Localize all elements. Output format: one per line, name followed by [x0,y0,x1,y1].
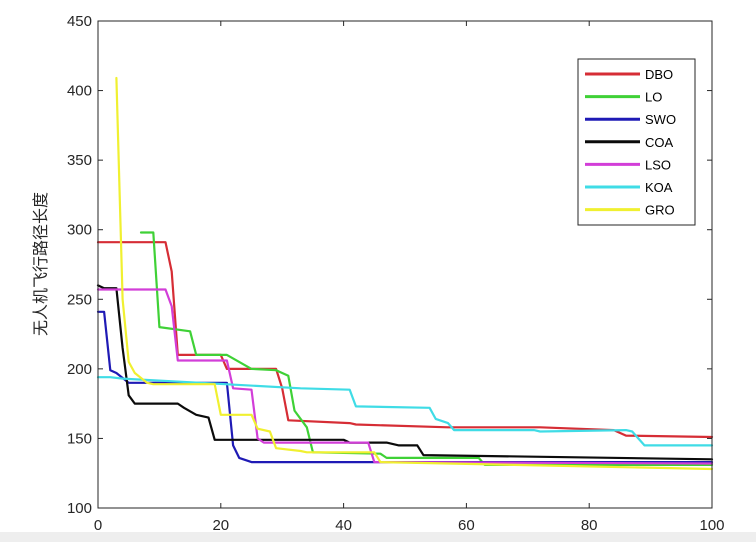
y-tick-label: 250 [67,291,92,308]
legend: DBO LO SWO COA LSO KOA GRO [577,58,696,226]
plot-frame [97,20,713,509]
legend-label-gro: GRO [645,203,675,218]
y-axis: 100 150 200 250 300 350 400 450 [67,13,712,517]
y-tick-label: 400 [67,83,92,100]
legend-label-dbo: DBO [645,67,673,82]
y-tick-label: 300 [67,222,92,239]
y-tick-label: 450 [67,13,92,30]
y-tick-label: 100 [67,500,92,517]
legend-label-lso: LSO [645,157,671,172]
series-line-dbo [96,241,714,439]
x-tick-label: 40 [335,517,352,534]
x-tick-label: 0 [94,517,102,534]
x-tick-label: 100 [699,517,724,534]
y-tick-label: 150 [67,430,92,447]
plot-lines [96,76,714,471]
series-line-lso [96,288,714,465]
series-line-lo [139,231,714,466]
legend-label-coa: COA [645,135,674,150]
x-tick-label: 20 [212,517,229,534]
y-tick-label: 350 [67,152,92,169]
x-axis: 0 20 40 60 80 100 [94,21,725,534]
legend-label-koa: KOA [645,180,673,195]
bottom-strip [0,532,756,542]
legend-label-swo: SWO [645,112,676,127]
series-line-swo [96,310,714,464]
series-line-gro [115,76,714,471]
x-tick-label: 60 [458,517,475,534]
legend-label-lo: LO [645,90,662,105]
y-tick-label: 200 [67,361,92,378]
y-axis-label: 无人机飞行路径长度 [31,192,50,336]
x-tick-label: 80 [581,517,598,534]
series-line-coa [96,284,714,461]
